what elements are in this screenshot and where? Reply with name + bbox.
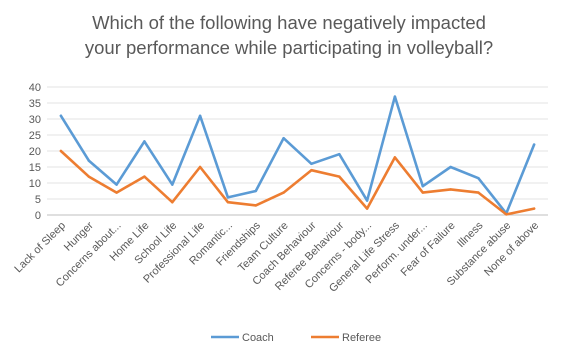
data-point-referee: [532, 207, 536, 210]
data-point-referee: [505, 213, 508, 216]
data-point-referee: [365, 207, 369, 210]
data-point-referee: [254, 204, 257, 207]
data-point-referee: [171, 201, 174, 204]
series-line-coach: [59, 95, 536, 215]
data-point-referee: [338, 175, 341, 178]
data-point-referee: [87, 175, 90, 178]
legend-label-referee: Referee: [342, 332, 381, 344]
data-point-coach: [198, 114, 202, 118]
y-tick-label: 0: [35, 210, 41, 222]
y-tick-label: 30: [29, 114, 41, 126]
data-point-coach: [143, 140, 146, 143]
data-point-referee: [421, 191, 424, 194]
data-point-referee: [449, 188, 452, 191]
data-point-coach: [254, 189, 257, 193]
data-point-referee: [198, 165, 202, 169]
data-point-coach: [365, 199, 369, 202]
data-point-coach: [477, 177, 480, 180]
data-point-coach: [171, 183, 174, 186]
chart-title-line-1: Which of the following have negatively i…: [92, 12, 486, 33]
data-point-coach: [282, 137, 285, 140]
y-tick-label: 25: [29, 130, 41, 142]
legend-label-coach: Coach: [242, 332, 274, 344]
data-point-referee: [477, 191, 480, 194]
data-point-coach: [310, 162, 313, 165]
y-tick-label: 10: [29, 178, 41, 190]
x-tick-label: Lack of Sleep: [12, 220, 68, 276]
data-point-referee: [115, 191, 118, 194]
data-point-coach: [338, 153, 341, 156]
chart-title: Which of the following have negatively i…: [0, 10, 578, 60]
data-point-coach: [449, 165, 452, 169]
data-point-referee: [59, 149, 63, 153]
data-point-referee: [282, 191, 285, 194]
y-tick-label: 35: [29, 98, 41, 110]
data-point-coach: [393, 95, 397, 98]
data-point-coach: [226, 196, 230, 199]
y-tick-label: 20: [29, 146, 41, 158]
series-line-referee: [59, 149, 536, 216]
y-tick-label: 15: [29, 162, 41, 174]
data-point-referee: [143, 175, 146, 178]
data-point-coach: [87, 159, 90, 162]
data-point-coach: [59, 114, 63, 118]
chart-title-line-2: your performance while participating in …: [84, 37, 494, 58]
data-point-coach: [532, 143, 536, 146]
data-point-referee: [310, 169, 313, 172]
y-tick-label: 5: [35, 194, 41, 206]
data-point-coach: [421, 185, 424, 188]
data-point-referee: [226, 201, 230, 204]
data-point-referee: [393, 156, 397, 159]
y-tick-label: 40: [29, 82, 41, 94]
data-point-coach: [115, 183, 118, 186]
